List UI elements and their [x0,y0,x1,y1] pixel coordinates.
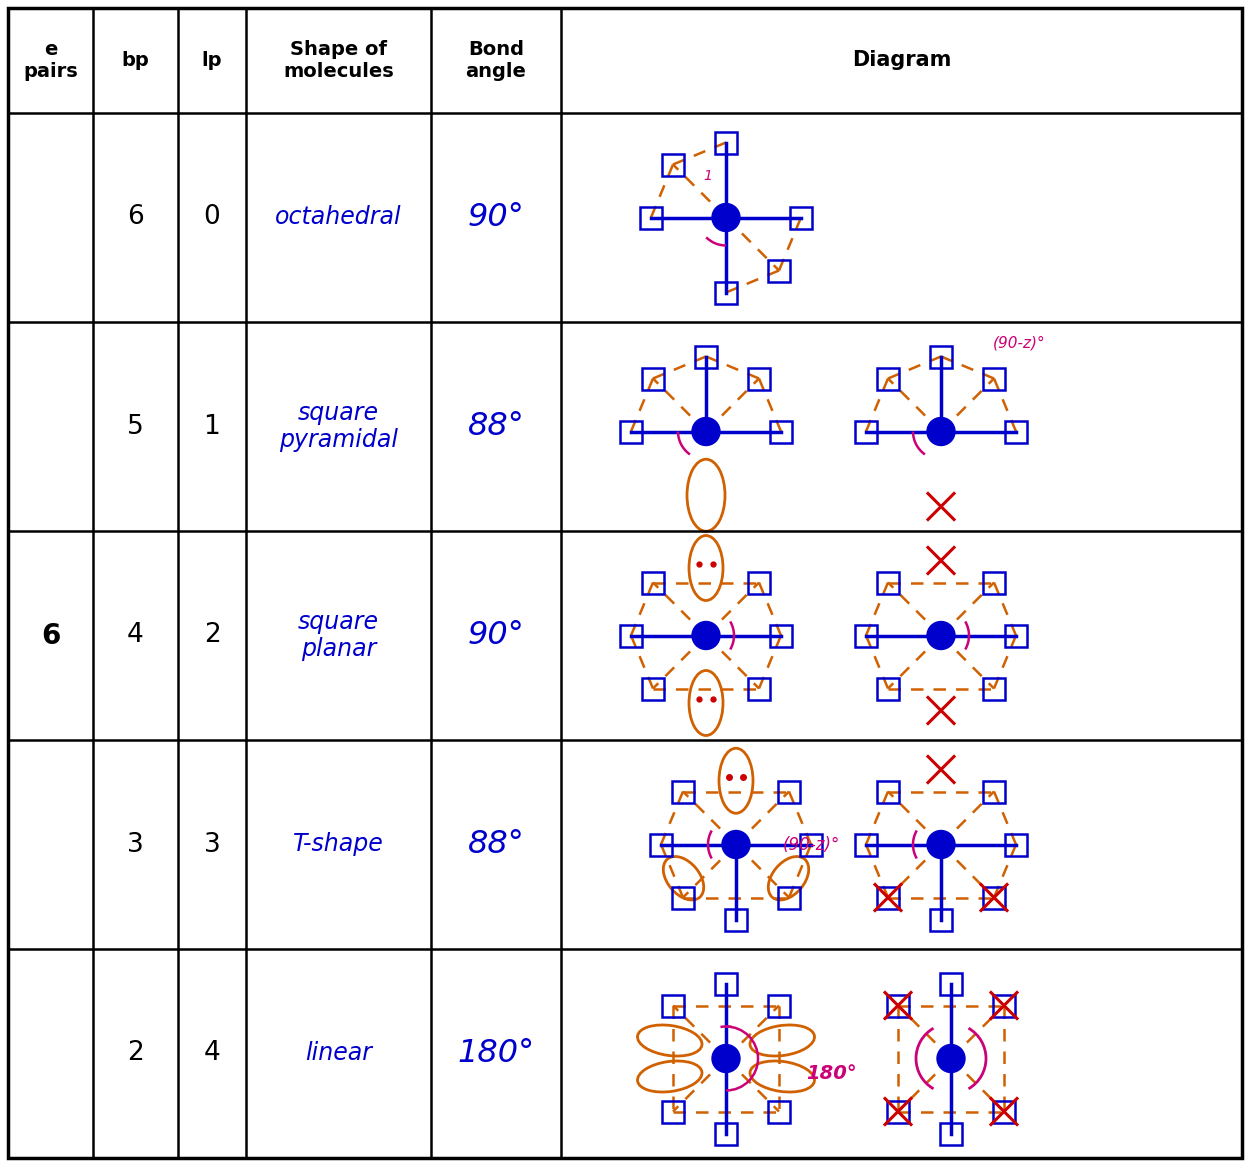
Text: 6: 6 [127,204,144,231]
Circle shape [938,1045,965,1073]
Text: square
planar: square planar [298,610,379,661]
Text: 6: 6 [41,621,60,649]
Text: 88°: 88° [468,410,525,442]
Circle shape [722,830,750,858]
Text: 0: 0 [204,204,220,231]
Text: 3: 3 [127,831,144,857]
Text: (90-z)°: (90-z)° [992,336,1045,351]
Text: lp: lp [201,51,222,70]
Text: 5: 5 [127,414,144,440]
Text: Shape of
molecules: Shape of molecules [282,40,394,80]
Text: T-shape: T-shape [292,833,384,857]
Text: 180°: 180° [458,1038,535,1069]
Text: 1: 1 [204,414,220,440]
Text: square
pyramidal: square pyramidal [279,401,398,452]
Text: 3: 3 [204,831,220,857]
Text: e
pairs: e pairs [24,40,78,80]
Text: linear: linear [305,1041,372,1066]
Circle shape [712,204,740,232]
Circle shape [928,417,955,445]
Text: 90°: 90° [468,620,525,651]
Circle shape [712,1045,740,1073]
Text: Diagram: Diagram [851,50,951,70]
Circle shape [928,621,955,649]
Text: bp: bp [121,51,150,70]
Text: 2: 2 [127,1040,144,1067]
Circle shape [693,417,720,445]
Text: 4: 4 [204,1040,220,1067]
Circle shape [928,830,955,858]
Text: octahedral: octahedral [275,205,401,230]
Text: 4: 4 [127,623,144,648]
Text: 1: 1 [704,169,712,183]
Text: (90-z)°: (90-z)° [782,836,840,854]
Text: Bond
angle: Bond angle [465,40,526,80]
Text: 180°: 180° [806,1065,856,1083]
Circle shape [693,621,720,649]
Text: 2: 2 [204,623,220,648]
Text: 88°: 88° [468,829,525,861]
Text: 90°: 90° [468,202,525,233]
